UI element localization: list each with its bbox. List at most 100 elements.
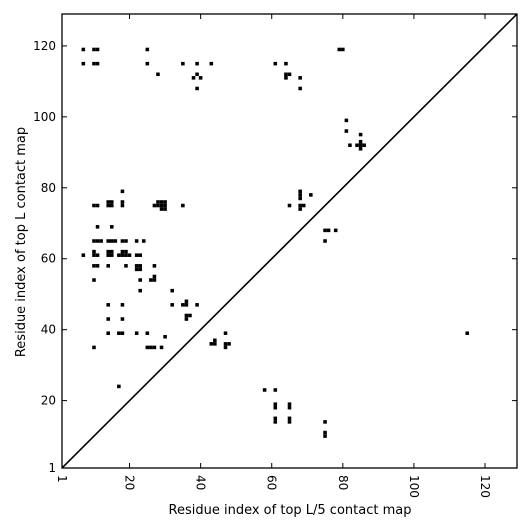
x-axis-label: Residue index of top L/5 contact map xyxy=(169,503,412,518)
contact-point xyxy=(287,420,292,424)
contact-point xyxy=(109,200,114,204)
contact-point xyxy=(163,334,167,339)
contact-point xyxy=(323,430,327,435)
contact-point xyxy=(149,278,153,282)
contact-point xyxy=(195,303,199,307)
plot-frame xyxy=(61,13,518,469)
contact-point xyxy=(134,239,139,243)
y-tick-label: 1 xyxy=(48,461,56,475)
contact-point xyxy=(213,342,217,346)
contact-point xyxy=(127,253,132,257)
contact-point xyxy=(134,264,139,268)
diagonal-layer xyxy=(62,14,517,468)
contact-point xyxy=(195,61,199,66)
contact-point xyxy=(298,207,302,211)
contact-point xyxy=(152,345,157,350)
contact-point xyxy=(109,253,114,257)
contact-point xyxy=(156,72,160,77)
contact-point xyxy=(109,203,114,208)
contact-point xyxy=(106,264,110,268)
contact-point xyxy=(358,132,363,137)
contact-point xyxy=(152,203,157,208)
contact-point xyxy=(117,384,121,389)
contact-point xyxy=(223,331,228,335)
contact-point xyxy=(134,267,139,272)
contact-point xyxy=(191,76,196,80)
contact-point xyxy=(145,47,150,52)
contact-point xyxy=(333,228,338,233)
contact-point xyxy=(120,303,125,307)
contact-point xyxy=(106,203,110,208)
contact-point xyxy=(323,239,327,243)
contact-point xyxy=(273,405,278,410)
contact-point xyxy=(109,225,114,229)
y-tick-label: 20 xyxy=(41,394,56,408)
contact-point xyxy=(358,147,363,151)
contact-point xyxy=(184,317,189,321)
contact-point xyxy=(284,76,288,80)
contact-point xyxy=(106,200,110,204)
contact-point xyxy=(92,249,96,254)
contact-point xyxy=(159,207,164,211)
contact-point xyxy=(138,278,142,282)
contact-point xyxy=(287,416,292,421)
contact-point xyxy=(92,253,96,257)
contact-point xyxy=(113,239,118,243)
y-tick-label: 100 xyxy=(33,110,56,124)
contact-point xyxy=(106,249,110,254)
contact-point xyxy=(163,203,167,208)
contact-point xyxy=(273,416,278,421)
y-tick-label: 80 xyxy=(41,181,56,195)
contact-point xyxy=(323,420,327,424)
contact-point xyxy=(145,61,150,66)
contact-point xyxy=(81,253,86,257)
contact-point xyxy=(124,239,128,243)
contact-point xyxy=(134,253,139,257)
contact-point xyxy=(184,313,189,318)
contact-point xyxy=(209,61,214,66)
y-tick-label: 60 xyxy=(41,252,56,266)
contact-point xyxy=(298,203,302,208)
y-tick-label: 40 xyxy=(41,323,56,337)
contact-point xyxy=(95,264,100,268)
contact-point xyxy=(95,225,100,229)
x-tick-label: 120 xyxy=(478,475,492,498)
contact-point xyxy=(95,61,100,66)
contact-point xyxy=(92,61,96,66)
contact-point xyxy=(298,189,302,194)
contact-point xyxy=(323,228,327,233)
contact-point xyxy=(355,143,359,148)
contact-point xyxy=(124,253,128,257)
contact-point xyxy=(120,249,125,254)
contact-point xyxy=(120,203,125,208)
contact-point xyxy=(273,402,278,406)
contact-point xyxy=(344,129,349,133)
contact-point xyxy=(95,203,100,208)
contact-point xyxy=(284,61,288,66)
contact-point xyxy=(163,207,167,211)
contact-point xyxy=(188,313,192,318)
contact-point xyxy=(152,264,157,268)
diagonal-line xyxy=(62,14,517,468)
contact-point xyxy=(92,47,96,52)
contact-point xyxy=(95,47,100,52)
contact-point xyxy=(92,345,96,350)
x-axis-ticks: 1 20 40 60 80 100 120 xyxy=(55,14,492,498)
contact-point xyxy=(138,267,142,272)
contact-point xyxy=(181,61,185,66)
contact-point xyxy=(120,239,125,243)
contact-point xyxy=(227,342,231,346)
contact-point xyxy=(323,434,327,438)
contact-point xyxy=(145,331,150,335)
contact-point xyxy=(159,345,164,350)
contact-point xyxy=(106,317,110,321)
contact-point xyxy=(145,345,150,350)
contact-point xyxy=(138,264,142,268)
contact-point xyxy=(117,331,121,335)
contact-point xyxy=(195,86,199,91)
contact-point xyxy=(213,338,217,343)
contact-point xyxy=(120,317,125,321)
x-tick-label: 60 xyxy=(265,475,279,490)
contact-point xyxy=(287,203,292,208)
contact-point xyxy=(262,388,267,392)
